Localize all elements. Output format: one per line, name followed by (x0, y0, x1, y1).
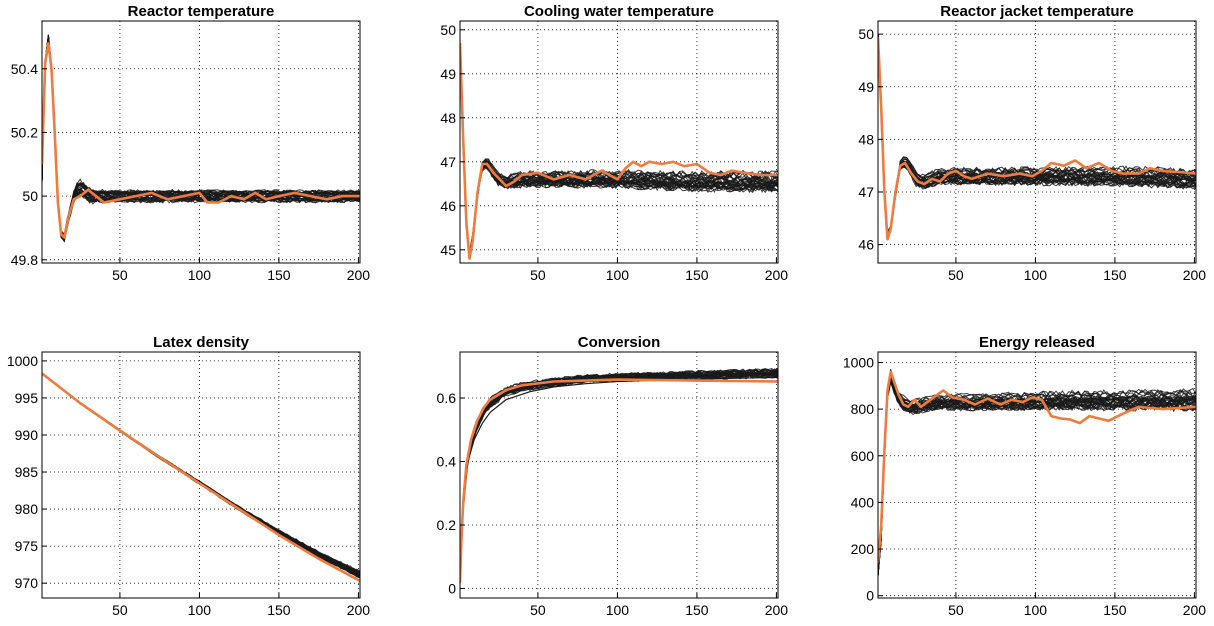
y-tick-label: 50 (858, 26, 874, 42)
y-tick-label: 0.6 (437, 390, 457, 406)
y-tick-label: 47 (858, 184, 874, 200)
x-tick-label: 50 (948, 267, 964, 283)
y-tick-label: 48 (858, 131, 874, 147)
y-tick-label: 50 (22, 188, 38, 204)
chart-title: Conversion (578, 334, 661, 351)
ensemble-line (878, 35, 1196, 238)
x-tick-label: 200 (1183, 267, 1207, 283)
y-tick-label: 970 (15, 575, 39, 591)
subplot: 50 100 150 200 46 47 48 49 50 Reactor jacket temp… (858, 3, 1206, 283)
x-tick-label: 100 (1024, 267, 1048, 283)
y-tick-label: 50 (440, 22, 456, 38)
axes-frame (877, 20, 1197, 264)
subplot: 50 100 150 200 970 975 980 985 990 995 1000 Latex d… (7, 334, 370, 618)
series-group (42, 34, 360, 243)
y-tick-label: 800 (851, 401, 875, 417)
y-tick-label: 400 (851, 494, 875, 510)
x-tick-label: 200 (347, 267, 371, 283)
series-group (878, 368, 1196, 577)
y-tick-label: 0.4 (437, 454, 457, 470)
plot-area (878, 21, 1196, 263)
x-tick-label: 150 (1103, 602, 1127, 618)
y-tick-label: 985 (15, 464, 39, 480)
axes-frame (877, 351, 1197, 599)
x-tick-label: 100 (1024, 602, 1048, 618)
x-tick-label: 50 (112, 267, 128, 283)
series-group (42, 372, 360, 583)
y-tick-label: 0.2 (437, 517, 457, 533)
ensemble-line (42, 38, 360, 241)
series-line (460, 378, 778, 583)
x-tick-label: 100 (188, 267, 212, 283)
y-tick-label: 1000 (7, 353, 38, 369)
ensemble-line (878, 379, 1196, 576)
chart-title: Cooling water temperature (524, 3, 714, 20)
x-tick-label: 200 (347, 602, 371, 618)
y-tick-label: 980 (15, 501, 39, 517)
ensemble-line (42, 34, 360, 235)
y-tick-label: 46 (858, 237, 874, 253)
plot-area (460, 21, 778, 263)
series-line (878, 36, 1196, 241)
x-tick-label: 100 (606, 602, 630, 618)
series-line (460, 42, 778, 260)
y-tick-label: 46 (440, 198, 456, 214)
y-tick-label: 1000 (843, 354, 874, 370)
series-group (878, 32, 1196, 241)
axes-frame (459, 20, 779, 264)
chart-title: Latex density (153, 334, 250, 351)
x-tick-label: 200 (765, 267, 789, 283)
plot-area (42, 21, 360, 263)
ensemble-line (460, 43, 778, 257)
x-tick-label: 50 (112, 602, 128, 618)
series-line (42, 42, 360, 239)
subplot: 50 100 150 200 0 0.2 0.4 0.6 Conversion (437, 334, 789, 618)
x-tick-label: 200 (765, 602, 789, 618)
y-tick-label: 975 (15, 538, 39, 554)
ensemble-line (878, 34, 1196, 238)
ensemble-line (878, 379, 1196, 576)
y-tick-label: 0 (866, 588, 874, 604)
y-tick-label: 995 (15, 390, 39, 406)
x-tick-label: 150 (267, 267, 291, 283)
y-tick-label: 0 (448, 580, 456, 596)
series-group (460, 367, 778, 585)
x-tick-label: 150 (685, 267, 709, 283)
y-tick-label: 600 (851, 448, 875, 464)
series-line (42, 372, 360, 583)
axes-frame (41, 20, 361, 264)
x-tick-label: 150 (685, 602, 709, 618)
x-tick-label: 50 (530, 602, 546, 618)
x-tick-label: 100 (606, 267, 630, 283)
y-tick-label: 49.8 (11, 252, 38, 268)
x-tick-label: 50 (948, 602, 964, 618)
y-tick-label: 48 (440, 110, 456, 126)
plot-area (878, 352, 1196, 598)
chart-title: Reactor temperature (128, 3, 275, 20)
subplot: 50 100 150 200 49.8 50 50.2 50.4 Reactor tempera… (11, 3, 371, 283)
x-tick-label: 100 (188, 602, 212, 618)
y-tick-label: 200 (851, 541, 875, 557)
y-tick-label: 47 (440, 154, 456, 170)
series-line (878, 370, 1196, 564)
plot-area (42, 352, 360, 598)
x-tick-label: 200 (1183, 602, 1207, 618)
subplot: 50 100 150 200 0 200 400 600 800 1000 Energy relea… (843, 334, 1206, 618)
y-tick-label: 990 (15, 427, 39, 443)
y-tick-label: 49 (440, 66, 456, 82)
x-tick-label: 150 (267, 602, 291, 618)
x-tick-label: 150 (1103, 267, 1127, 283)
chart-title: Energy released (979, 334, 1095, 351)
axes-frame (41, 351, 361, 599)
series-group (460, 41, 778, 260)
y-tick-label: 50.4 (11, 61, 38, 77)
axes-frame (459, 351, 779, 599)
y-tick-label: 45 (440, 242, 456, 258)
chart-title: Reactor jacket temperature (940, 3, 1133, 20)
y-tick-label: 49 (858, 79, 874, 95)
y-tick-label: 50.2 (11, 124, 38, 140)
subplot: 50 100 150 200 45 46 47 48 49 50 Cooling water tem… (440, 3, 788, 283)
x-tick-label: 50 (530, 267, 546, 283)
